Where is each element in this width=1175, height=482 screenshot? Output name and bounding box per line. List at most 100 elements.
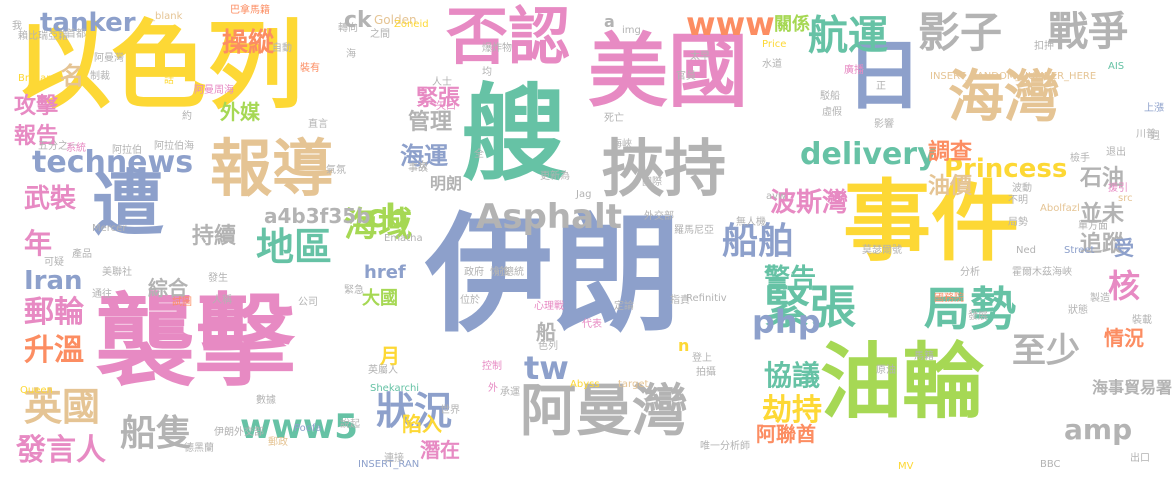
cloud-word: 協議 [764, 359, 821, 392]
cloud-word: 更新為 [540, 171, 570, 182]
cloud-word: BBC [1040, 459, 1061, 470]
cloud-word: 國際 [642, 177, 662, 188]
cloud-word: a [604, 12, 615, 31]
cloud-word: 外交部 [644, 211, 674, 222]
cloud-word: 賴比瑞亞籍 [18, 31, 68, 42]
cloud-word: 報導 [210, 132, 335, 205]
cloud-word: 海事貿易署 [1092, 378, 1173, 397]
cloud-word: 緊張 [764, 280, 856, 334]
cloud-word: 不明 [1008, 195, 1028, 206]
cloud-word: 否認 [446, 0, 571, 73]
cloud-word: 美聯社 [102, 267, 132, 278]
cloud-word: Queen [20, 385, 53, 396]
cloud-word: Mercer [92, 223, 127, 234]
cloud-word: 挾持 [602, 132, 727, 205]
cloud-word: 世界 [440, 405, 460, 416]
cloud-word: amp [1064, 413, 1133, 446]
cloud-word: 以色列 [15, 10, 303, 122]
cloud-word: 阿曼灣 [94, 53, 124, 64]
cloud-word: 國務院 [934, 293, 964, 304]
cloud-word: 局勢 [1008, 217, 1028, 228]
cloud-word: 之間 [370, 29, 390, 40]
cloud-word: 操縱 [222, 28, 275, 58]
cloud-word: www [686, 5, 775, 43]
cloud-word: Golden [374, 13, 417, 27]
cloud-word: 可疑 [44, 257, 64, 268]
cloud-word: Jag [576, 189, 592, 200]
cloud-word: 警告 [764, 264, 817, 294]
cloud-word: 心理戰 [534, 301, 564, 312]
cloud-word: 前總統 [494, 267, 524, 278]
cloud-word: 油價 [928, 174, 973, 199]
cloud-word: AIS [1108, 61, 1125, 72]
cloud-word: 無人機 [736, 217, 766, 228]
cloud-word: 發生 [208, 273, 228, 284]
cloud-word: INSERT_RAN [358, 459, 420, 470]
cloud-word: 綜合 [148, 276, 188, 300]
cloud-word: 約 [182, 111, 192, 122]
cloud-word: 海 [346, 49, 356, 60]
cloud-word: 莫瑟爾號 [862, 245, 902, 256]
cloud-word: 承運 [500, 387, 520, 398]
cloud-word: 影響 [874, 119, 894, 130]
cloud-word: 裝有 [300, 63, 320, 74]
cloud-word: 代表 [582, 319, 602, 330]
cloud-word: 核 [1108, 267, 1141, 305]
cloud-word: 虛假 [822, 107, 842, 118]
cloud-word: INSERT_RANDOM_NUMBER_HERE [930, 71, 1097, 82]
cloud-word: 波動 [1012, 183, 1032, 194]
cloud-word: 伊朗外交部 [214, 427, 264, 438]
cloud-word: 年 [24, 227, 53, 260]
cloud-word: 裝載 [1132, 315, 1152, 326]
cloud-word: 公司 [298, 297, 318, 308]
cloud-word: 升溫 [24, 333, 84, 368]
cloud-word: 船隻 [120, 413, 193, 454]
cloud-word: 郵輪 [24, 295, 84, 330]
cloud-word: 分析 [960, 267, 980, 278]
cloud-word: Princess [944, 154, 1068, 184]
cloud-word: 拍攝 [696, 367, 716, 378]
cloud-word: 色列 [538, 341, 558, 352]
cloud-word: Street [1064, 245, 1095, 256]
cloud-word: www5 [240, 407, 358, 447]
cloud-word: 首都 [66, 29, 86, 40]
cloud-word: 週 [1150, 131, 1160, 142]
cloud-word: 製造 [1090, 293, 1110, 304]
cloud-word: Asphalt [476, 197, 622, 237]
cloud-word: 影子 [918, 8, 1003, 57]
cloud-word: 海運 [400, 142, 448, 170]
cloud-word: 原油 [876, 365, 896, 376]
cloud-word: 石油 [1080, 166, 1125, 191]
cloud-word: 至少 [1012, 331, 1080, 371]
cloud-word: tanker [40, 8, 136, 38]
cloud-word: Abyss [570, 379, 600, 390]
cloud-word: 恢復 [490, 267, 510, 278]
cloud-word: 唯一分析師 [700, 441, 750, 452]
cloud-word: 襲擊 [95, 283, 295, 400]
cloud-word: 管理 [408, 110, 453, 135]
cloud-word: tw [524, 349, 569, 387]
cloud-word: 系統 [66, 143, 86, 154]
cloud-word: 情況 [1104, 326, 1144, 350]
cloud-word: 阿曼灣 [520, 379, 688, 444]
cloud-word: 人士 [432, 77, 452, 88]
cloud-word: 霍爾木茲海峽 [1012, 267, 1072, 278]
cloud-word: 伊朗 [425, 201, 682, 350]
cloud-word: 連接 [384, 453, 404, 464]
cloud-word: 美國 [588, 25, 748, 118]
cloud-word: 受 [1114, 236, 1134, 260]
cloud-word: 上漲 [1144, 103, 1164, 114]
cloud-word: 氣氛 [326, 165, 346, 176]
cloud-word: 海灣 [948, 65, 1060, 130]
cloud-word: 試圖 [172, 297, 192, 308]
cloud-word: 正 [876, 81, 886, 92]
cloud-word: 事故 [408, 163, 428, 174]
cloud-word: 追蹤 [1080, 232, 1125, 257]
cloud-word: 調查 [928, 140, 973, 165]
cloud-word: Poofa [294, 423, 322, 434]
cloud-word: target [618, 379, 649, 390]
cloud-word: 並未 [1080, 202, 1125, 227]
cloud-word: 武裝 [24, 184, 77, 214]
cloud-word: 檢手 [1070, 153, 1090, 164]
cloud-word: 巴拿馬籍 [230, 5, 270, 16]
